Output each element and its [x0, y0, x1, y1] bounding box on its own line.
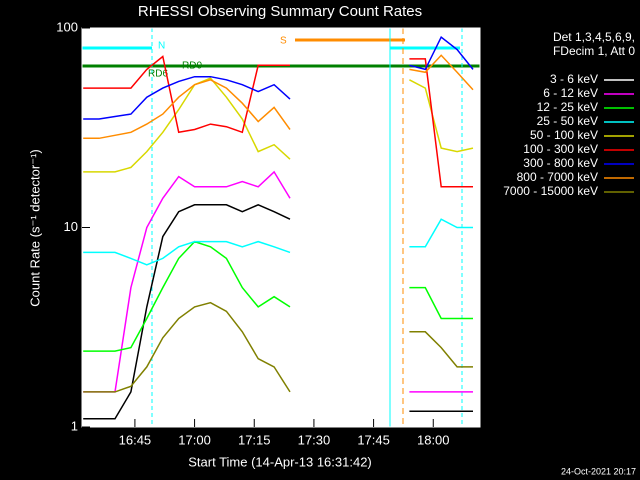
x-tick-label: 17:15	[238, 432, 271, 447]
legend-label: 25 - 50 keV	[537, 114, 598, 128]
y-tick-label: 10	[64, 219, 78, 234]
x-tick-label: 18:00	[417, 432, 450, 447]
series-line	[83, 170, 473, 393]
annotation: RD0	[182, 61, 202, 72]
series-line	[83, 301, 473, 393]
legend-label: 800 - 7000 keV	[517, 170, 598, 184]
annotation: S	[280, 36, 287, 47]
legend-label: 7000 - 15000 keV	[503, 184, 598, 198]
x-tick-label: 17:45	[357, 432, 390, 447]
legend-header: FDecim 1, Att 0	[553, 44, 635, 58]
x-tick-label: 17:30	[298, 432, 331, 447]
legend-label: 300 - 800 keV	[523, 156, 598, 170]
chart-title: RHESSI Observing Summary Count Rates	[138, 3, 422, 20]
series-line	[83, 240, 473, 352]
legend-label: 3 - 6 keV	[550, 72, 598, 86]
x-tick-label: 16:45	[119, 432, 152, 447]
series-line	[83, 218, 473, 266]
y-axis-label: Count Rate (s⁻¹ detector⁻¹)	[27, 149, 42, 307]
series-line	[83, 55, 473, 188]
annotation: RD6	[148, 69, 168, 80]
plot-area	[82, 28, 480, 427]
y-tick-label: 100	[56, 19, 78, 34]
legend-header: Det 1,3,4,5,6,9,	[553, 30, 635, 44]
x-tick-label: 17:00	[178, 432, 211, 447]
legend-label: 100 - 300 keV	[523, 142, 598, 156]
series-line	[83, 54, 474, 140]
series-line	[83, 35, 474, 120]
y-tick-label: 1	[71, 418, 78, 433]
series-line	[83, 77, 474, 173]
x-axis-label: Start Time (14-Apr-13 16:31:42)	[188, 454, 372, 469]
series-line	[83, 203, 473, 420]
footer: 24-Oct-2021 20:17	[561, 466, 636, 476]
legend-label: 50 - 100 keV	[530, 128, 598, 142]
legend-label: 6 - 12 keV	[543, 86, 598, 100]
legend-label: 12 - 25 keV	[537, 100, 598, 114]
annotation: N	[158, 41, 165, 52]
